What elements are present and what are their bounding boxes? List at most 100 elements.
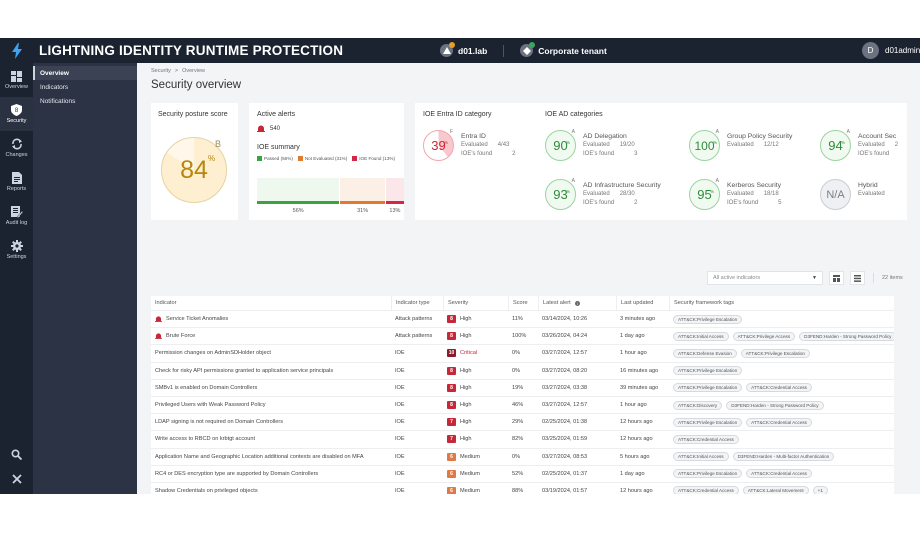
framework-tag[interactable]: ATT&CK:Privilege Escalation (673, 314, 743, 324)
indicator-name[interactable]: Permission changes on AdminSDHolder obje… (155, 350, 271, 357)
indicator-name[interactable]: LDAP signing is not required on Domain C… (155, 419, 283, 426)
rail-item-reports[interactable]: Reports (0, 165, 33, 199)
framework-tag[interactable]: ATT&CK:Privilege Escalation (673, 469, 743, 479)
subnav-notifications[interactable]: Notifications (40, 97, 76, 105)
indicator-name[interactable]: SMBv1 is enabled on Domain Controllers (155, 384, 258, 391)
indicator-name[interactable]: Shadow Credentials on privileged objects (155, 487, 258, 494)
rail-item-audit-log[interactable]: Audit log (0, 199, 33, 233)
svg-text:8: 8 (15, 108, 19, 114)
category-entra-id[interactable]: 39% F Entra ID Evaluated 4/43 IOE's found 2 (423, 129, 516, 161)
indicator-name[interactable]: Write access to RBCD on krbtgt account (155, 436, 256, 443)
indicator-filter-select[interactable]: All active indicators ▼ (707, 271, 823, 285)
severity: 6 Medium (443, 466, 508, 482)
col-framework-tags[interactable]: Security framework tags (669, 296, 894, 310)
ioe-categories-card: IOE Entra ID category IOE AD categories … (415, 103, 907, 220)
breadcrumb-security[interactable]: Security (151, 68, 171, 74)
category-group-policy-security[interactable]: 100% A Group Policy Security Evaluated 12/… (689, 129, 792, 161)
framework-tag[interactable]: ATT&CK:Credential Access (673, 486, 739, 494)
latest-alert: 03/25/2024, 01:59 (542, 436, 588, 443)
col-indicator[interactable]: Indicator (155, 300, 177, 306)
table-row[interactable]: LDAP signing is not required on Domain C… (151, 414, 894, 432)
category-ad-delegation[interactable]: 90% A AD Delegation Evaluated 19/20 IOE's … (545, 129, 638, 161)
framework-tag[interactable]: ATT&CK:Privilege Escalation (673, 417, 743, 427)
indicator-type: IOE (395, 367, 405, 374)
environment-switcher: d01.lab Corporate tenant (440, 38, 607, 63)
col-score[interactable]: Score (508, 296, 538, 310)
rail-label: Security (6, 118, 27, 124)
posture-grade: B (215, 139, 222, 149)
table-row[interactable]: Service Ticket Anomalies Attack patterns 8… (151, 311, 894, 329)
framework-tag[interactable]: ATT&CK:Privilege Escalation (673, 366, 743, 376)
indicator-name[interactable]: RC4 or DES encryption type are supported… (155, 470, 319, 477)
category-kerberos-security[interactable]: 95% A Kerberos Security Evaluated 18/18 IO… (689, 178, 782, 210)
bar-not-evaluated[interactable]: 31% (339, 178, 385, 214)
bar-passed[interactable]: 56% (257, 178, 340, 214)
framework-tag[interactable]: D3FEND:Harden - Strong Password Policy (726, 400, 824, 410)
framework-tag[interactable]: ATT&CK:Credential Access (746, 469, 812, 479)
framework-tags: ATT&CK:Privilege Escalation ATT&CK:Creden… (669, 380, 894, 396)
last-updated: 12 hours ago (620, 487, 653, 494)
indicator-name[interactable]: Privileged Users with Weak Password Poli… (155, 402, 266, 409)
indicator-name[interactable]: Application Name and Geographic Location… (155, 453, 364, 460)
framework-tag[interactable]: D3FEND:Harden - Multi-factor Authenticat… (732, 452, 835, 462)
framework-tags: ATT&CK:Privilege Escalation ATT&CK:Creden… (669, 414, 894, 430)
env-corporate-tenant[interactable]: Corporate tenant (520, 42, 607, 57)
active-alerts-count[interactable]: 540 (257, 125, 396, 132)
col-severity[interactable]: Severity (443, 296, 508, 310)
list-view-button[interactable] (850, 271, 865, 285)
table-row[interactable]: RC4 or DES encryption type are supported… (151, 466, 894, 483)
rail-item-overview[interactable]: Overview (0, 63, 33, 97)
col-last-updated[interactable]: Last updated (616, 296, 669, 310)
table-row[interactable]: Application Name and Geographic Location… (151, 449, 894, 466)
env-d01-lab[interactable]: d01.lab (440, 42, 487, 57)
last-updated: 1 hour ago (620, 402, 647, 409)
framework-tag[interactable]: ATT&CK:Privilege Access (732, 331, 796, 341)
rail-item-security[interactable]: 8 Security (0, 97, 33, 131)
table-row[interactable]: Check for risky API permissions granted … (151, 363, 894, 380)
indicator-name[interactable]: Service Ticket Anomalies (151, 311, 391, 327)
table-row[interactable]: SMBv1 is enabled on Domain Controllers IO… (151, 380, 894, 397)
framework-tag[interactable]: +1 (812, 486, 828, 494)
collapse-button[interactable] (0, 474, 33, 484)
framework-tag[interactable]: ATT&CK:Credential Access (746, 383, 812, 393)
grid-view-button[interactable] (829, 271, 844, 285)
table-row[interactable]: Write access to RBCD on krbtgt account IO… (151, 431, 894, 449)
rail-item-changes[interactable]: Changes (0, 131, 33, 165)
col-indicator-type[interactable]: Indicator type (391, 296, 443, 310)
framework-tag[interactable]: ATT&CK:Lateral Movement (742, 486, 809, 494)
user-menu[interactable]: D d01admin (862, 38, 920, 63)
framework-tag[interactable]: ATT&CK:Initial Access (673, 331, 729, 341)
framework-tag[interactable]: ATT&CK:Privilege Escalation (673, 383, 743, 393)
framework-tag[interactable]: ATT&CK:Defense Evasion (673, 348, 737, 358)
table-row[interactable]: Privileged Users with Weak Password Poli… (151, 397, 894, 415)
gear-icon (10, 240, 23, 252)
framework-tag[interactable]: ATT&CK:Credential Access (673, 434, 739, 444)
framework-tag[interactable]: ATT&CK:Privilege Escalation (740, 348, 810, 358)
table-row[interactable]: Brute Force Attack patterns 8 High 100% 03/26… (151, 328, 894, 346)
rail-item-settings[interactable]: Settings (0, 233, 33, 267)
subnav-overview[interactable]: Overview (33, 66, 137, 80)
table-row[interactable]: Permission changes on AdminSDHolder obje… (151, 345, 894, 363)
category-ad-infrastructure-security[interactable]: 93% A AD Infrastructure Security Evaluate… (545, 178, 661, 210)
indicator-name[interactable]: Check for risky API permissions granted … (155, 367, 334, 374)
category-account-security[interactable]: 94% A Account Sec Evaluated 2 IOE's found (820, 129, 898, 161)
latest-alert: 03/27/2024, 03:38 (542, 384, 588, 391)
framework-tag[interactable]: D3FEND:Harden - Strong Password Policy (799, 331, 894, 341)
col-latest-alert[interactable]: Latest alert i (538, 296, 616, 310)
rail-label: Audit log (5, 220, 28, 226)
category-gauge: 39% F (423, 129, 454, 161)
framework-tags: ATT&CK:Initial Access ATT&CK:Privilege Ac… (669, 328, 894, 344)
framework-tag[interactable]: ATT&CK:Discovery (673, 400, 723, 410)
search-button[interactable] (0, 449, 33, 460)
bar-ioe-found[interactable]: 13% (384, 178, 404, 214)
rail-label: Changes (5, 152, 28, 158)
entra-category-title: IOE Entra ID category (423, 111, 492, 118)
percent-unit: % (208, 154, 216, 163)
indicator-name[interactable]: Brute Force (151, 328, 391, 344)
subnav-indicators[interactable]: Indicators (40, 83, 69, 91)
framework-tag[interactable]: ATT&CK:Credential Access (746, 417, 812, 427)
items-count: 22 items (873, 273, 903, 283)
table-row[interactable]: Shadow Credentials on privileged objects… (151, 483, 894, 494)
category-hybrid[interactable]: N/A Hybrid Evaluated (820, 179, 885, 210)
framework-tag[interactable]: ATT&CK:Initial Access (673, 452, 729, 462)
